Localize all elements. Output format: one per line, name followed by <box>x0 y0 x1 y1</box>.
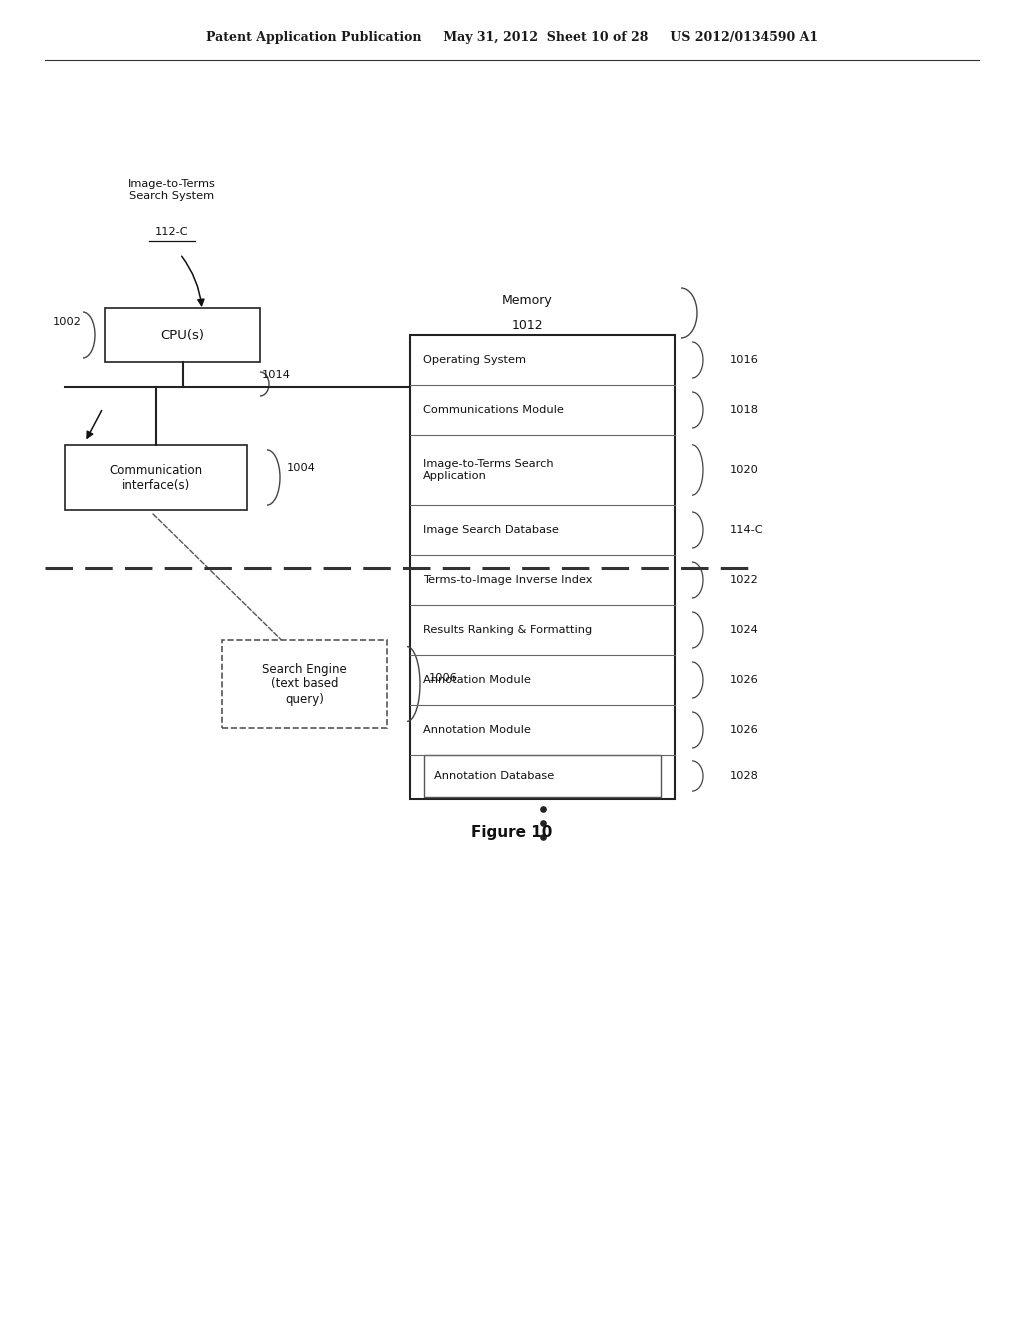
Text: Figure 10: Figure 10 <box>471 825 553 840</box>
Text: 1020: 1020 <box>730 465 759 475</box>
Text: Terms-to-Image Inverse Index: Terms-to-Image Inverse Index <box>423 576 593 585</box>
Text: 1018: 1018 <box>730 405 759 414</box>
Bar <box>65 445 247 510</box>
Text: Results Ranking & Formatting: Results Ranking & Formatting <box>423 624 592 635</box>
Text: Annotation Module: Annotation Module <box>423 725 530 735</box>
Text: Memory: Memory <box>502 293 553 306</box>
Text: Annotation Module: Annotation Module <box>423 675 530 685</box>
Text: 1006: 1006 <box>429 673 458 682</box>
FancyArrowPatch shape <box>181 256 204 305</box>
Bar <box>105 308 260 362</box>
Text: Image-to-Terms
Search System: Image-to-Terms Search System <box>128 180 216 201</box>
Text: Search Engine
(text based
query): Search Engine (text based query) <box>262 663 347 705</box>
Text: Annotation Database: Annotation Database <box>434 771 554 781</box>
Text: 1028: 1028 <box>730 771 759 781</box>
FancyArrowPatch shape <box>87 411 101 438</box>
Text: 1002: 1002 <box>53 317 82 327</box>
Text: Patent Application Publication     May 31, 2012  Sheet 10 of 28     US 2012/0134: Patent Application Publication May 31, 2… <box>206 32 818 45</box>
Text: Image Search Database: Image Search Database <box>423 525 559 535</box>
Text: 1014: 1014 <box>262 370 291 380</box>
Text: 1016: 1016 <box>730 355 759 366</box>
Text: CPU(s): CPU(s) <box>161 329 205 342</box>
Text: 1022: 1022 <box>730 576 759 585</box>
Text: 1012: 1012 <box>512 318 544 331</box>
Text: Operating System: Operating System <box>423 355 526 366</box>
Text: 1026: 1026 <box>730 675 759 685</box>
Text: 114-C: 114-C <box>730 525 764 535</box>
Bar <box>424 755 662 797</box>
Text: 112-C: 112-C <box>156 227 188 238</box>
Bar <box>222 640 387 729</box>
Text: Communication
interface(s): Communication interface(s) <box>110 463 203 491</box>
Text: 1026: 1026 <box>730 725 759 735</box>
FancyArrowPatch shape <box>153 513 307 665</box>
Text: 1024: 1024 <box>730 624 759 635</box>
Text: 1004: 1004 <box>287 462 315 473</box>
Text: Image-to-Terms Search
Application: Image-to-Terms Search Application <box>423 459 554 480</box>
Text: Communications Module: Communications Module <box>423 405 564 414</box>
Bar <box>410 335 675 799</box>
